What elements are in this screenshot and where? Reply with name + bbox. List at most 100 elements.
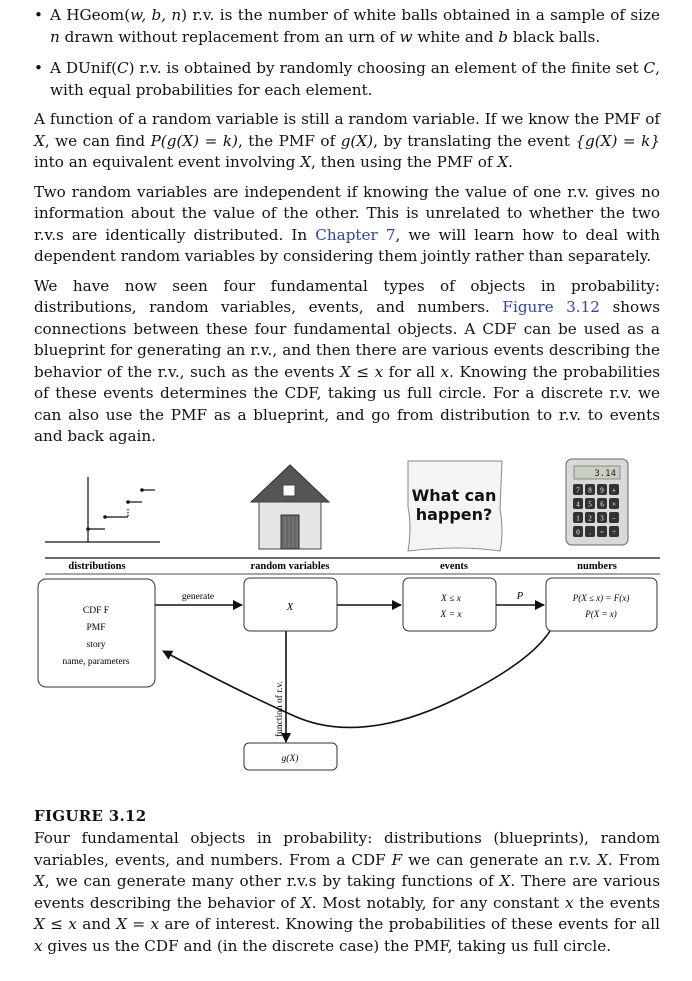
math-expr: X = x (116, 915, 160, 933)
math-w: w (399, 27, 413, 46)
math-C: C (117, 59, 129, 77)
math-expr: P(g(X) = k) (150, 131, 238, 150)
bullet-hgeom: • A HGeom(w, b, n) r.v. is the number of… (34, 5, 660, 48)
calculator-icon: 3.14 7 8 9 +4 5 6 × 1 2 3 − 0. = ÷ (565, 458, 629, 546)
math-F: F (391, 850, 403, 869)
event-eq: X = x (439, 610, 462, 620)
calculator-key (585, 484, 595, 495)
text: , we can generate many other r.v.s by ta… (44, 872, 500, 890)
header-numbers: numbers (577, 561, 617, 572)
text: into an equivalent event involving (34, 153, 301, 171)
text: Two random variables are independent if … (34, 182, 660, 244)
text: A function of a random variable is still… (34, 110, 660, 128)
math-X: X (34, 872, 45, 890)
calculator-key-label: 6 (600, 501, 604, 509)
generate-label: generate (182, 592, 214, 602)
paragraph-four-objects: We have now seen four fundamental types … (34, 276, 660, 448)
calculator-key (585, 526, 595, 537)
event-leq: X ≤ x (440, 594, 462, 604)
chapter-7-link[interactable]: Chapter 7 (315, 225, 396, 244)
calculator-key-label: × (612, 501, 616, 509)
math-X: X (597, 850, 608, 869)
figure-3-12: What can happen? 3.14 7 8 9 +4 5 6 × 1 2 3− 0. = ÷ d… (30, 447, 660, 795)
math-X: X (497, 153, 509, 171)
bullet-dot: • (34, 6, 43, 24)
text: we can generate an r.v. (402, 850, 598, 869)
math-expr: {g(X) = k} (575, 131, 660, 150)
math-C: C (643, 59, 656, 77)
text: are of interest. Knowing the probabiliti… (159, 915, 660, 933)
cdf-step-icon (45, 477, 160, 543)
text: . There are various events describing th… (34, 872, 661, 912)
calculator-key (609, 484, 619, 495)
text: shows connections between these four fun… (34, 298, 660, 381)
house-icon (249, 464, 331, 550)
sign-text-line2: happen? (416, 505, 493, 524)
calculator-key (609, 526, 619, 537)
text: for all (383, 362, 441, 381)
calculator-key (573, 498, 583, 509)
text: , then using the PMF of (311, 153, 498, 171)
calculator-key-label: 7 (576, 487, 580, 495)
text: the events (573, 893, 660, 912)
calculator-key-label: + (612, 487, 616, 495)
calculator-key-label: . (589, 529, 591, 537)
number-cdf: P(X ≤ x) = F(x) (572, 593, 629, 603)
calculator-key-label: ÷ (612, 529, 616, 537)
bullet-dot: • (34, 59, 43, 77)
header-distributions: distributions (68, 561, 125, 572)
text: We have now seen four fundamental types … (34, 276, 660, 317)
math-args: w, b, n (130, 6, 182, 24)
calculator-key (597, 484, 607, 495)
calculator-key-label: 0 (576, 529, 580, 537)
figure-caption: Four fundamental objects in probability:… (34, 828, 660, 957)
bullet-text: ) r.v. is the number of white balls obta… (181, 6, 660, 24)
calculator-key-label: 2 (588, 515, 592, 523)
math-expr: X ≤ x (34, 915, 77, 933)
calculator-key (609, 498, 619, 509)
math-X: X (499, 872, 511, 890)
figure-3-12-link[interactable]: Figure 3.12 (502, 298, 600, 316)
calculator-display: 3.14 (594, 469, 616, 479)
page-body: • A HGeom(w, b, n) r.v. is the number of… (34, 0, 660, 448)
calculator-key-label: − (612, 515, 616, 523)
math-expr: g(X) (340, 131, 374, 150)
text: and (76, 915, 117, 933)
figure-caption-title: FIGURE 3.12 (34, 807, 147, 825)
bullet-text: ) r.v. is obtained by randomly choosing … (128, 59, 644, 77)
figure-diagram: What can happen? 3.14 7 8 9 +4 5 6 × 1 2 3 − 0. = ÷ d… (37, 458, 660, 771)
text: . Knowing the probabilities of these eve… (34, 362, 660, 446)
calculator-key-label: 1 (576, 515, 580, 523)
calculator-keys: 7 8 9 +4 5 6 × 1 2 3 − 0. = ÷ (573, 484, 619, 537)
bullet-text: drawn without replacement from an urn of (64, 27, 400, 46)
gx-label: g(X) (282, 753, 299, 764)
calculator-key (597, 526, 607, 537)
math-X: X (300, 153, 311, 171)
calculator-key (573, 484, 583, 495)
calculator-key-label: 4 (576, 501, 580, 509)
text: . (508, 153, 513, 171)
dist-story: story (87, 640, 106, 650)
bullet-text: black balls. (508, 27, 601, 46)
number-pmf: P(X = x) (584, 609, 617, 619)
p-label: P (516, 591, 524, 602)
text: , we will learn how to deal with depende… (34, 225, 660, 266)
rv-X: X (286, 602, 294, 613)
text: , by translating the event (373, 131, 576, 150)
calculator-key-label: 5 (588, 501, 592, 509)
text: . Most notably, for any constant (311, 893, 565, 912)
math-X: X (300, 893, 312, 912)
calculator-key (573, 512, 583, 523)
text: . From (607, 850, 661, 869)
gx-box (243, 742, 338, 771)
distributions-box (37, 578, 156, 688)
text: gives us the CDF and (in the discrete ca… (42, 936, 612, 955)
calculator-key (585, 498, 595, 509)
paragraph-function-of-rv: A function of a random variable is still… (34, 109, 660, 174)
math-X: X (34, 131, 45, 150)
calculator-key-label: 3 (600, 515, 604, 523)
math-x: x (440, 362, 450, 381)
calculator-key (585, 512, 595, 523)
calculator-key (597, 512, 607, 523)
header-random-variables: random variables (250, 561, 329, 572)
